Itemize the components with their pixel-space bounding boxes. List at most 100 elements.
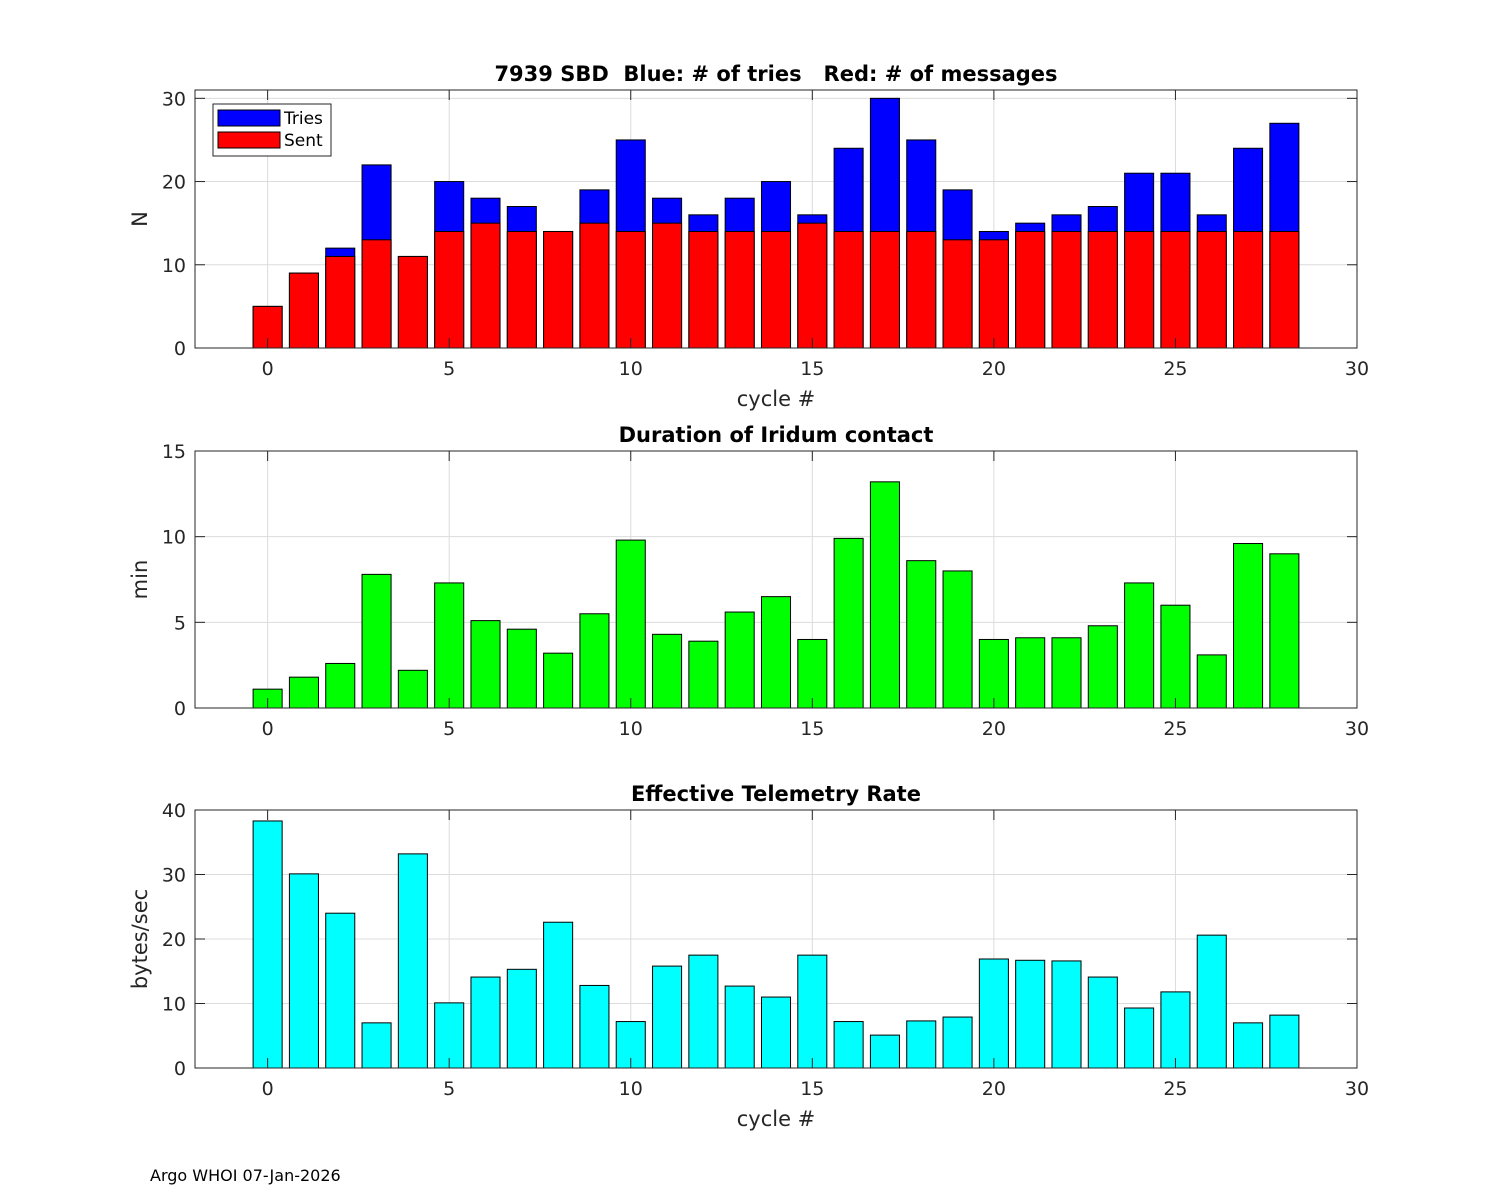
chart1-ytick-label: 30	[162, 88, 186, 110]
chart1-bar-sent	[1087, 230, 1118, 349]
chart3-title: Effective Telemetry Rate	[631, 782, 921, 806]
chart3-xtick-label: 30	[1345, 1078, 1369, 1100]
chart1-axes-box	[194, 89, 1358, 349]
chart3-bar-rate	[397, 853, 428, 1069]
chart3-ytick-label: 0	[174, 1058, 186, 1080]
chart1-bar-sent	[1051, 230, 1082, 349]
chart2-axes-box	[194, 450, 1358, 709]
chart3-xtick-label: 20	[982, 1078, 1006, 1100]
chart3-bar-rate	[361, 1022, 392, 1069]
chart2-ytick-label: 15	[162, 441, 186, 463]
chart3-bar-rate	[1160, 991, 1191, 1069]
chart3-bar-rate	[1051, 960, 1082, 1069]
chart1-xtick-label: 25	[1163, 358, 1187, 380]
chart1-bar-sent	[906, 230, 937, 349]
chart1-title: 7939 SBD Blue: # of tries Red: # of mess…	[494, 62, 1057, 86]
chart3-bar-rate	[652, 965, 683, 1069]
chart2-xtick-label: 0	[262, 718, 274, 740]
chart3-bar-rate	[543, 921, 574, 1069]
chart1-bar-sent	[688, 230, 719, 349]
chart1-bar-sent	[325, 255, 356, 349]
chart2-bar-duration	[1051, 637, 1082, 709]
chart2-bar-duration	[361, 573, 392, 709]
chart3-bar-rate	[724, 985, 755, 1069]
chart3-ylabel: bytes/sec	[128, 889, 152, 989]
chart1-bar-sent	[288, 272, 319, 349]
chart2-ytick-label: 5	[174, 612, 186, 634]
chart3-bar-rate	[1269, 1014, 1300, 1069]
chart3-xtick-label: 15	[800, 1078, 824, 1100]
chart1-bar-sent	[252, 305, 283, 349]
chart3-ytick-label: 20	[162, 929, 186, 951]
chart2-bar-duration	[288, 676, 319, 709]
chart3-ytick-label: 10	[162, 994, 186, 1016]
chart2-xtick-label: 25	[1163, 718, 1187, 740]
chart1-xtick-label: 20	[982, 358, 1006, 380]
chart1-bar-sent	[579, 222, 610, 349]
chart3-bar-rate	[906, 1020, 937, 1069]
chart2-bar-duration	[1015, 637, 1046, 709]
chart2-bar-duration	[1269, 553, 1300, 709]
footer-credit: Argo WHOI 07-Jan-2026	[150, 1166, 341, 1185]
chart1-bar-sent	[869, 230, 900, 349]
chart1-ytick-label: 20	[162, 172, 186, 194]
chart1-ylabel: N	[128, 211, 152, 227]
chart1-xtick-label: 30	[1345, 358, 1369, 380]
chart1-bar-sent	[397, 255, 428, 349]
chart1-bar-sent	[506, 230, 537, 349]
chart2-bar-duration	[1160, 604, 1191, 709]
chart2-bar-duration	[869, 481, 900, 709]
chart3-bar-rate	[869, 1034, 900, 1069]
chart2-bar-duration	[615, 539, 646, 709]
chart1-legend-swatch-tries	[217, 109, 281, 127]
chart3-bar-rate	[470, 976, 501, 1069]
chart2-bar-duration	[1087, 625, 1118, 709]
chart2-bar-duration	[397, 669, 428, 709]
chart1-bar-sent	[652, 222, 683, 349]
chart1-bar-sent	[1015, 230, 1046, 349]
chart1-bar-sent	[615, 230, 646, 349]
chart3-bar-rate	[942, 1016, 973, 1069]
chart1-bar-sent	[470, 222, 501, 349]
chart1-bar-sent	[361, 239, 392, 349]
chart2-xtick-label: 20	[982, 718, 1006, 740]
chart3-bar-rate	[1124, 1007, 1155, 1069]
chart1-xtick-label: 0	[262, 358, 274, 380]
chart3-xtick-label: 5	[443, 1078, 455, 1100]
chart3-bar-rate	[1087, 976, 1118, 1069]
chart3-bar-rate	[506, 968, 537, 1069]
chart1-legend-swatch-sent	[217, 131, 281, 149]
chart1-xlabel: cycle #	[737, 387, 816, 411]
chart2-bar-duration	[797, 638, 828, 709]
chart1-bar-sent	[1160, 230, 1191, 349]
chart3-xtick-label: 25	[1163, 1078, 1187, 1100]
chart3-bar-rate	[797, 954, 828, 1069]
chart1-bar-sent	[833, 230, 864, 349]
chart1-bar-sent	[1269, 230, 1300, 349]
chart3-bar-rate	[288, 873, 319, 1069]
chart1-bar-sent	[434, 230, 465, 349]
chart2-xtick-label: 30	[1345, 718, 1369, 740]
chart2-bar-duration	[434, 582, 465, 709]
chart3-bar-rate	[833, 1021, 864, 1069]
chart1-xtick-label: 10	[619, 358, 643, 380]
chart3-xtick-label: 10	[619, 1078, 643, 1100]
chart3-bar-rate	[1196, 934, 1227, 1069]
chart2-bar-duration	[506, 628, 537, 709]
chart2-bar-duration	[1233, 543, 1264, 709]
chart1-bar-sent	[978, 239, 1009, 349]
chart1-bar-sent	[1233, 230, 1264, 349]
chart1-ytick-label: 0	[174, 338, 186, 360]
chart2-bar-duration	[470, 620, 501, 709]
chart2-bar-duration	[1124, 582, 1155, 709]
chart3-bar-rate	[434, 1002, 465, 1069]
chart1-bar-sent	[760, 230, 792, 349]
chart3-bar-rate	[1233, 1022, 1264, 1069]
chart2-xtick-label: 5	[443, 718, 455, 740]
chart3-bar-rate	[252, 820, 283, 1069]
chart1-bar-sent	[543, 230, 574, 349]
chart2-ylabel: min	[128, 560, 152, 600]
chart2-ytick-label: 0	[174, 698, 186, 720]
chart1-xtick-label: 5	[443, 358, 455, 380]
